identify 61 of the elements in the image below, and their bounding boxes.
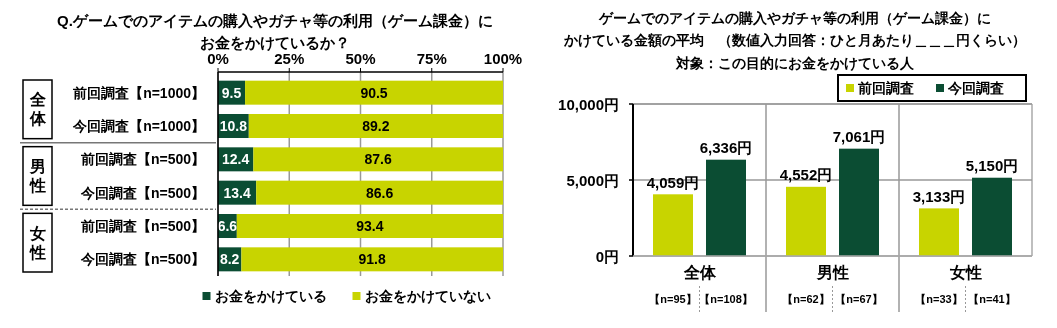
data-label: 12.4 [222,151,250,168]
data-label: 3,133円 [912,187,966,205]
y-tick-label: 今回調査【n=500】 [79,184,205,201]
data-label: 90.5 [360,84,388,101]
data-label: 87.6 [364,151,393,168]
data-label: 4,059円 [646,173,700,191]
bar [919,208,959,256]
data-label: 8.2 [219,251,240,268]
y-tick-label: 前回調査【n=500】 [79,151,205,168]
data-label: 10.8 [219,118,248,134]
text: 【n=67】 [835,293,883,305]
bar [786,186,826,256]
x-tick-label: 50% [345,49,376,67]
bar [253,147,503,172]
chart-subtitle: 対象：この目的にお金をかけている人 [675,55,915,71]
bar [972,177,1012,256]
data-label: 13.4 [223,184,251,201]
x-tick-label: 全体 [682,263,717,281]
data-label: 6.6 [217,218,238,234]
text: 【n=41】 [968,293,1016,305]
chart-title: ゲームでのアイテムの購入やガチャ等の利用（ゲーム課金）にかけている金額の平均 （数値入力回答：ひと月あたり＿＿＿円くらい） [563,10,1026,48]
data-label: 6,336円 [699,139,753,157]
text: 【n=108】 [699,293,753,305]
text: 【n=62】 [782,293,830,305]
y-tick-label: 前回調査【n=1000】 [72,84,205,101]
y-tick-label: 10,000円 [558,95,619,113]
text: 全体 [28,91,47,128]
y-tick-label: 今回調査【n=1000】 [72,118,205,134]
bar [236,214,503,238]
y-tick-label: 0円 [595,247,619,265]
x-tick-label: 男性 [815,263,849,281]
chart-title: Q.ゲームでのアイテムの購入やガチャ等の利用（ゲーム課金）にお金をかけているか？ [57,11,493,52]
x-tick-label: 100% [483,49,523,67]
bar [245,80,503,105]
text: 男性 [28,158,46,194]
data-label: 4,552円 [779,166,833,184]
bar [256,180,503,205]
x-tick-label: 女性 [948,263,982,281]
bar [706,159,746,256]
legend-label: お金をかけていない [364,288,491,304]
data-label: 5,150円 [965,157,1019,175]
data-label: 86.6 [365,184,394,201]
text: 【n=95】 [649,293,697,305]
data-label: 91.8 [358,251,387,268]
bar [241,247,503,272]
legend-label: 前回調査 [857,80,914,96]
legend-label: お金をかけている [214,288,327,304]
bar [839,148,879,256]
bar [248,114,503,138]
y-tick-label: 5,000円 [566,171,619,189]
data-label: 93.4 [356,218,384,234]
data-label: 7,061円 [832,128,886,146]
bar [653,194,693,256]
y-tick-label: 前回調査【n=500】 [79,218,205,234]
text: 【n=33】 [915,293,963,305]
x-tick-label: 25% [274,49,305,67]
legend-label: 今回調査 [947,80,1004,96]
y-tick-label: 今回調査【n=500】 [79,251,205,268]
data-label: 9.5 [221,84,242,101]
x-tick-label: 75% [416,49,447,67]
data-label: 89.2 [362,118,390,134]
